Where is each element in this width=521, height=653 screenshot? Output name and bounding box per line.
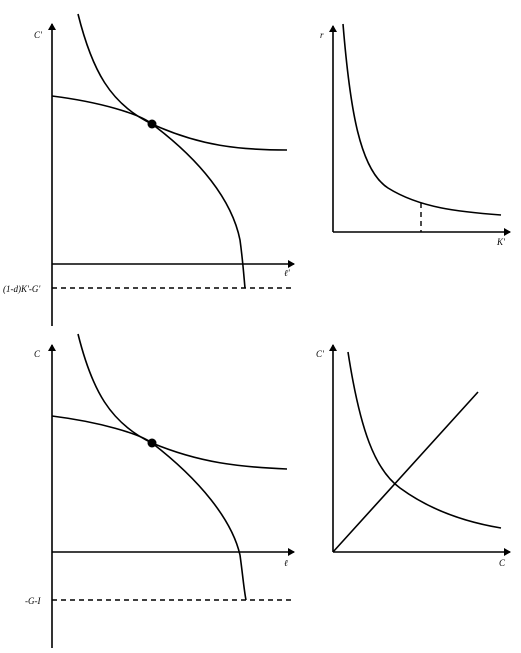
panel-top-left: C' ℓ' (1-d)K'-G' <box>3 13 295 326</box>
br-x-label: C <box>499 558 506 568</box>
bl-floor-label: -G-I <box>25 596 41 606</box>
tl-indifference-curve <box>77 13 288 151</box>
panel-bottom-left: C ℓ -G-I <box>25 333 295 648</box>
tl-ppf-curve <box>51 95 246 289</box>
bl-x-label: ℓ <box>284 558 288 568</box>
br-45-degree-line <box>332 391 479 553</box>
br-y-label: C' <box>316 349 325 359</box>
tl-tangency-point <box>147 119 157 129</box>
tl-y-label: C' <box>34 30 43 40</box>
bl-tangency-point <box>147 438 157 448</box>
tr-y-label: r <box>320 30 324 40</box>
tl-x-label: ℓ' <box>284 268 291 278</box>
tl-floor-label: (1-d)K'-G' <box>3 284 41 294</box>
br-curve <box>347 351 502 529</box>
bl-ppf-curve <box>51 415 247 601</box>
tr-x-label: K' <box>496 237 506 247</box>
bl-indifference-curve <box>77 333 288 470</box>
bl-y-label: C <box>34 349 41 359</box>
tr-demand-curve <box>342 23 502 216</box>
panel-top-right: r K' <box>320 23 511 247</box>
panel-bottom-right: C' C <box>316 344 511 568</box>
